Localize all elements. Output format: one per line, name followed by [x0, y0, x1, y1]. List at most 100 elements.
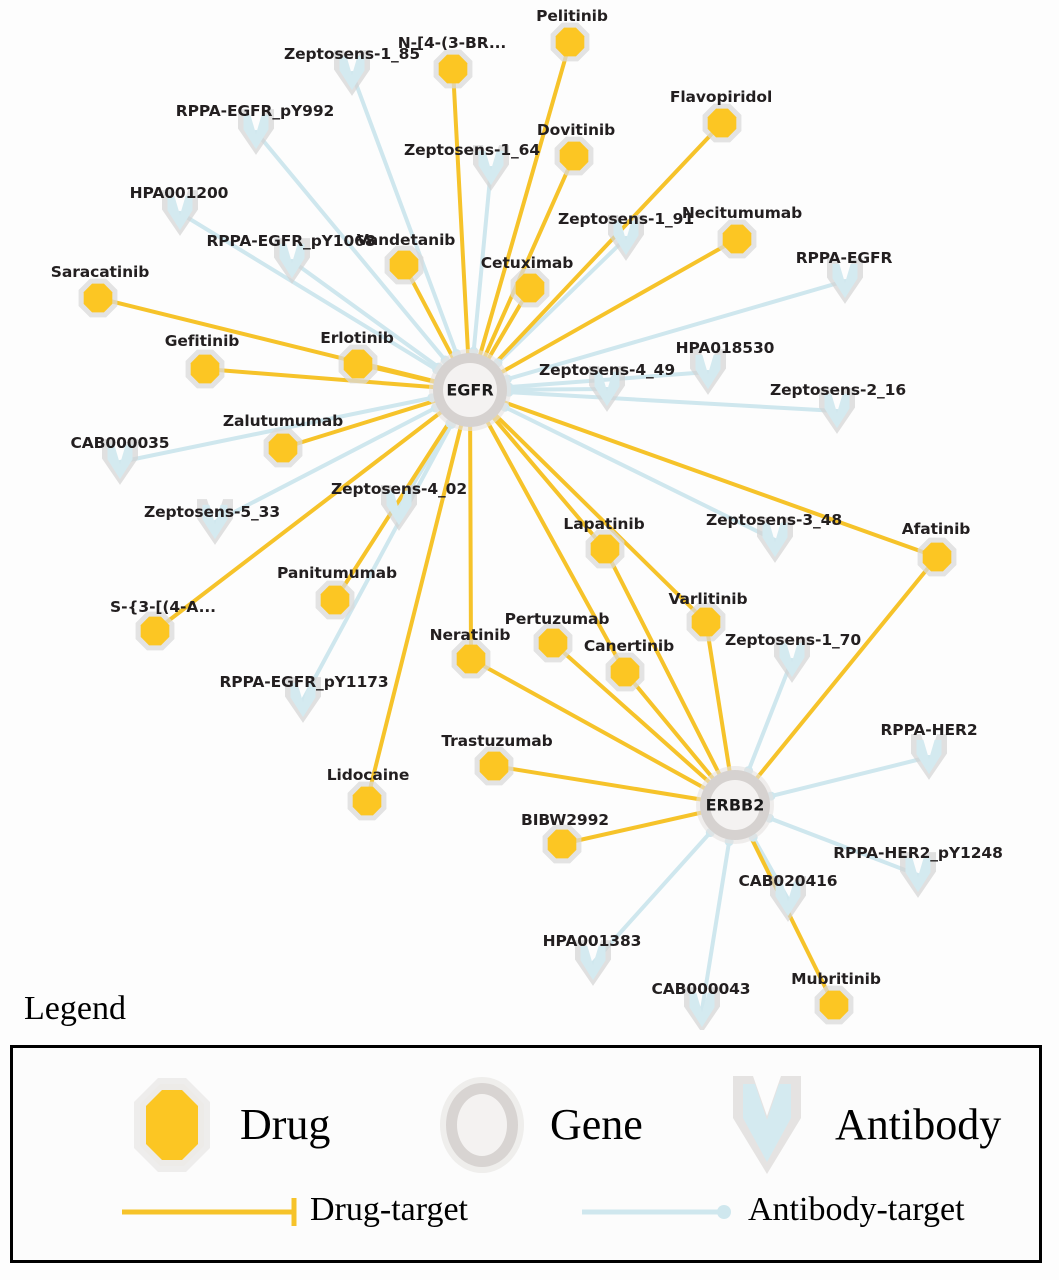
edge: [492, 764, 737, 807]
antibody-node[interactable]: [274, 238, 310, 284]
octagon-icon: [438, 54, 468, 84]
antibody-node[interactable]: [774, 637, 810, 683]
antibody-node[interactable]: [690, 349, 726, 395]
chevron-down-icon: [775, 881, 801, 917]
gene-node[interactable]: [429, 349, 511, 431]
legend-item-drug-target: Drug-target: [118, 1188, 468, 1232]
drug-node[interactable]: [185, 349, 225, 389]
octagon-icon: [352, 786, 382, 816]
edge: [469, 657, 737, 807]
drug-node[interactable]: [550, 22, 590, 62]
antibody-node[interactable]: [473, 145, 509, 191]
antibody-node[interactable]: [827, 258, 863, 304]
antibody-node[interactable]: [757, 517, 793, 563]
antibody-node[interactable]: [102, 439, 138, 485]
gene-inner: [443, 363, 497, 417]
octagon-icon: [819, 990, 849, 1020]
octagon-icon: [547, 829, 577, 859]
edge: [468, 388, 473, 661]
antibody-node[interactable]: [575, 940, 611, 986]
edge: [178, 211, 472, 392]
legend-section: Legend Drug Gene: [0, 990, 1059, 1280]
antibody-node[interactable]: [684, 987, 720, 1030]
octagon-icon: [590, 534, 620, 564]
chevron-down-icon: [580, 945, 606, 981]
octagon-icon: [722, 224, 752, 254]
chevron-down-icon: [290, 682, 316, 718]
drug-node[interactable]: [384, 245, 424, 285]
antibody-node[interactable]: [381, 485, 417, 531]
drug-node[interactable]: [686, 602, 726, 642]
drug-node[interactable]: [510, 268, 550, 308]
drug-node[interactable]: [533, 623, 573, 663]
chevron-down-icon: [733, 1076, 801, 1174]
chevron-down-icon: [613, 220, 639, 256]
network-graph-canvas[interactable]: [0, 0, 1059, 1030]
drug-node[interactable]: [917, 537, 957, 577]
legend-shapes-row: Drug Gene Antibody: [13, 1070, 1039, 1180]
legend-item-drug: Drug: [118, 1070, 330, 1180]
edge: [468, 388, 839, 413]
chevron-down-icon: [202, 504, 228, 540]
drug-node[interactable]: [702, 103, 742, 143]
drug-node[interactable]: [717, 219, 757, 259]
antibody-node[interactable]: [911, 734, 947, 780]
edge: [301, 388, 472, 702]
edge: [451, 67, 472, 392]
antibody-node[interactable]: [608, 215, 644, 261]
edge: [468, 388, 708, 624]
antibody-node[interactable]: [197, 499, 233, 545]
chevron-down-icon: [832, 263, 858, 299]
antibody-target-edge-icon: [582, 1205, 731, 1219]
edge: [468, 237, 739, 392]
edge: [365, 388, 472, 803]
drug-node[interactable]: [433, 49, 473, 89]
drug-node[interactable]: [347, 781, 387, 821]
octagon-icon: [479, 751, 509, 781]
chevron-down-icon: [689, 992, 715, 1028]
octagon-icon: [559, 141, 589, 171]
drug-node[interactable]: [605, 652, 645, 692]
octagon-icon: [922, 542, 952, 572]
edge: [153, 388, 472, 633]
gene-node[interactable]: [696, 766, 774, 844]
gene-label: ERBB2: [705, 795, 765, 815]
chevron-down-icon: [107, 444, 133, 480]
drug-node[interactable]: [451, 639, 491, 679]
chevron-down-icon: [916, 739, 942, 775]
antibody-node[interactable]: [770, 876, 806, 922]
antibody-node[interactable]: [589, 366, 625, 412]
antibody-node[interactable]: [285, 677, 321, 723]
antibody-node[interactable]: [238, 109, 274, 155]
antibody-node[interactable]: [819, 388, 855, 434]
drug-node[interactable]: [338, 344, 378, 384]
legend-label-antibody-target: Antibody-target: [748, 1191, 965, 1228]
edge: [350, 71, 472, 392]
edge: [551, 641, 737, 807]
drug-node[interactable]: [315, 580, 355, 620]
edge: [468, 121, 724, 392]
chevron-down-icon: [824, 393, 850, 429]
antibody-node[interactable]: [334, 50, 370, 96]
octagon-icon: [707, 108, 737, 138]
drug-node[interactable]: [554, 136, 594, 176]
octagon-icon: [190, 354, 220, 384]
legend-item-antibody-target: Antibody-target: [578, 1188, 965, 1232]
antibody-node[interactable]: [900, 852, 936, 898]
legend-item-gene: Gene: [428, 1070, 643, 1180]
octagon-icon: [83, 283, 113, 313]
antibody-node[interactable]: [162, 190, 198, 236]
drug-node[interactable]: [78, 278, 118, 318]
legend-label-drug-target: Drug-target: [310, 1191, 468, 1228]
octagon-icon: [320, 585, 350, 615]
drug-node[interactable]: [585, 529, 625, 569]
chevron-down-icon: [167, 195, 193, 231]
drug-node[interactable]: [135, 611, 175, 651]
edge: [468, 279, 847, 392]
drug-node[interactable]: [814, 985, 854, 1025]
chevron-down-icon: [243, 114, 269, 150]
drug-node[interactable]: [542, 824, 582, 864]
drug-node[interactable]: [474, 746, 514, 786]
drug-node[interactable]: [263, 428, 303, 468]
gene-label: EGFR: [446, 380, 494, 400]
